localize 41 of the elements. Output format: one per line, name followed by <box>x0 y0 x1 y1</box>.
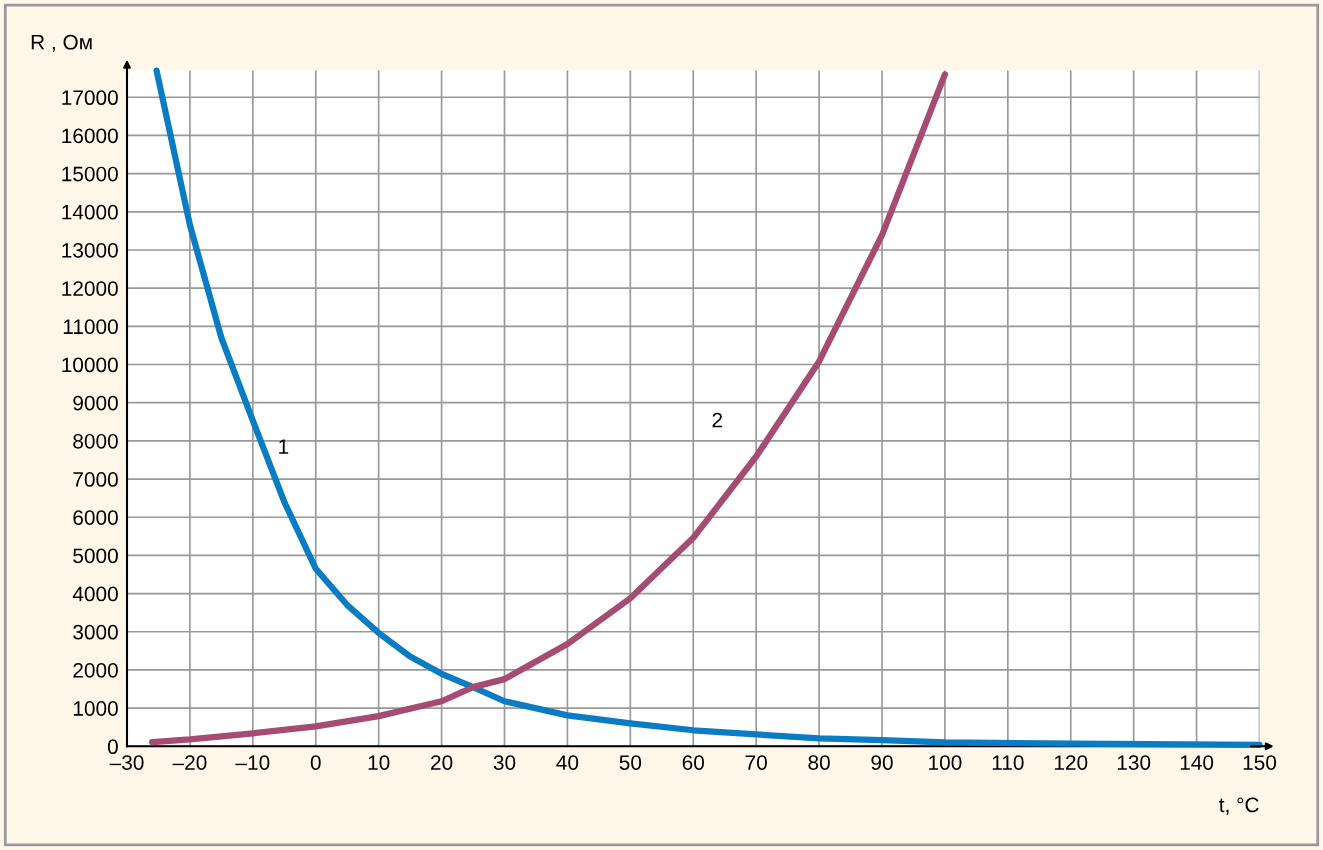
x-tick-label: 60 <box>682 755 705 770</box>
y-tick-label: 11000 <box>63 319 118 335</box>
x-tick-label: 40 <box>556 755 579 770</box>
x-tick-label: 90 <box>871 755 893 770</box>
y-tick-label: 9000 <box>73 395 118 411</box>
y-tick-label: 1000 <box>73 701 118 716</box>
y-tick-label: 6000 <box>73 510 118 525</box>
x-tick-label: –10 <box>235 755 270 770</box>
x-tick-label: 0 <box>310 755 321 770</box>
y-tick-label: 3000 <box>73 624 118 640</box>
y-tick-label: 16000 <box>62 128 118 144</box>
x-tick-label: –30 <box>109 755 144 770</box>
y-tick-label: 8000 <box>73 433 118 449</box>
y-tick-label: 5000 <box>73 548 118 564</box>
y-tick-label: 15000 <box>62 166 118 182</box>
y-tick-label: 10000 <box>62 357 118 373</box>
x-tick-label: 10 <box>368 755 390 770</box>
x-tick-label: 50 <box>619 755 642 770</box>
y-tick-label: 14000 <box>62 204 118 220</box>
y-tick-label: 0 <box>107 739 118 755</box>
x-tick-label: –20 <box>172 755 207 770</box>
y-tick-label: 17000 <box>62 90 118 106</box>
x-tick-label: 120 <box>1054 755 1088 770</box>
x-axis-title: t, °C <box>1219 797 1259 815</box>
y-tick-label: 13000 <box>62 242 118 258</box>
x-tick-label: 110 <box>992 755 1024 770</box>
y-axis-title: R , Ом <box>31 34 92 52</box>
y-tick-label: 4000 <box>72 586 118 602</box>
x-tick-label: 30 <box>493 755 516 770</box>
y-tick-label: 7000 <box>73 472 118 487</box>
x-tick-label: 80 <box>808 755 830 770</box>
x-tick-label: 150 <box>1243 755 1277 770</box>
y-tick-label: 2000 <box>73 662 118 678</box>
x-tick-label: 20 <box>431 755 453 770</box>
y-tick-label: 12000 <box>62 281 118 296</box>
x-tick-label: 100 <box>929 755 962 770</box>
x-tick-label: 70 <box>745 755 767 770</box>
series-label: 1 <box>279 439 289 454</box>
x-tick-label: 130 <box>1117 755 1151 770</box>
x-tick-label: 140 <box>1180 755 1214 770</box>
text: 2 <box>712 412 723 428</box>
